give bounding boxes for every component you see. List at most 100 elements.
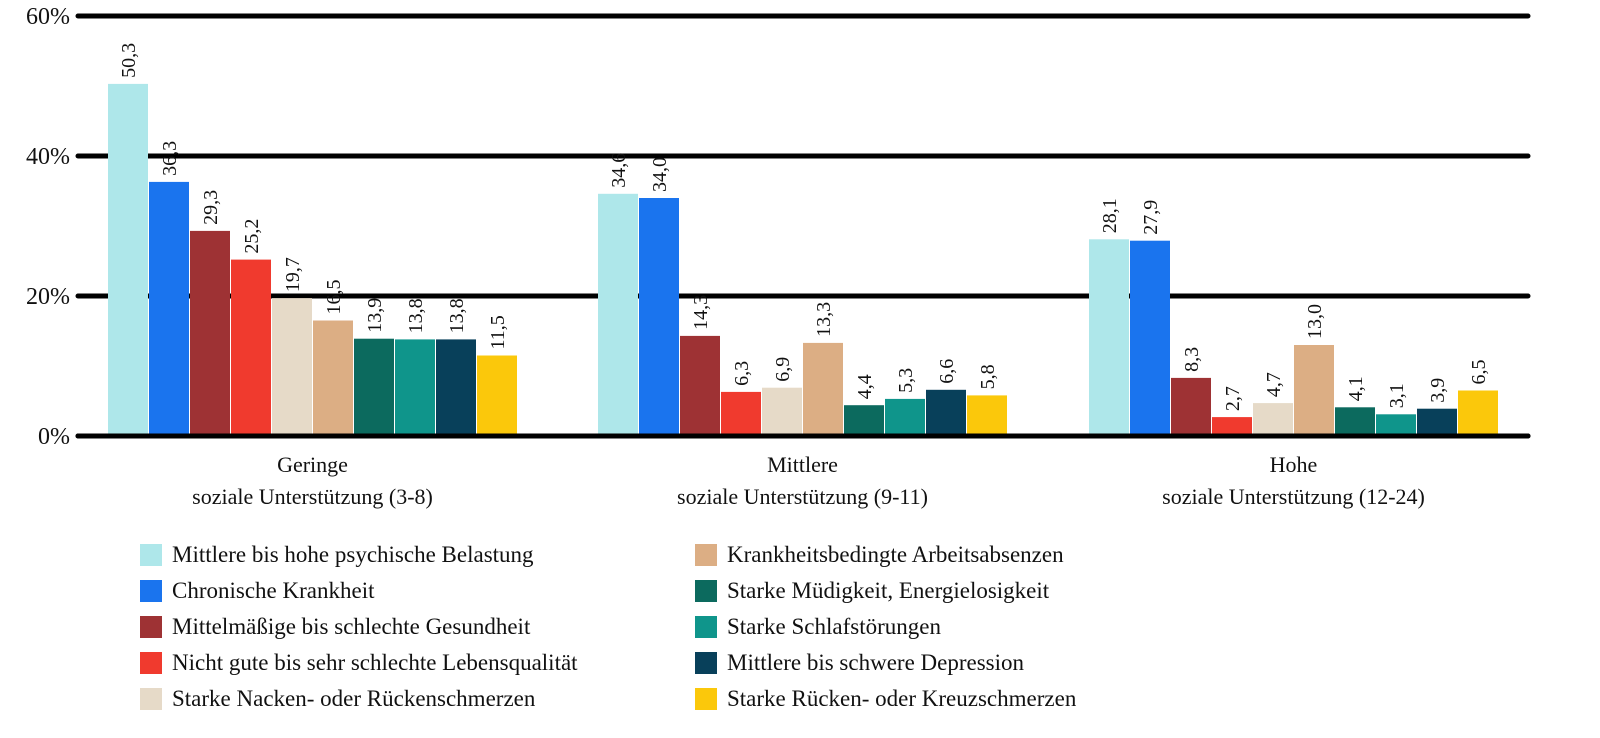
y-tick-label: 0% bbox=[38, 424, 70, 450]
legend-item: Starke Müdigkeit, Energielosigkeit bbox=[695, 573, 1215, 609]
bar bbox=[477, 355, 517, 436]
bar bbox=[108, 83, 148, 437]
bar bbox=[1212, 417, 1252, 436]
legend-swatch bbox=[140, 652, 162, 674]
bar bbox=[190, 230, 230, 436]
data-label: 8,3 bbox=[1181, 347, 1203, 372]
bar bbox=[313, 320, 353, 436]
bar bbox=[639, 198, 679, 436]
data-label: 28,1 bbox=[1099, 198, 1121, 233]
bar bbox=[967, 395, 1007, 436]
data-label: 6,3 bbox=[731, 361, 753, 386]
legend-item: Starke Rücken- oder Kreuzschmerzen bbox=[695, 681, 1215, 717]
category-group: 50,3 36,3 29,3 25,2 19,7 16,5 13,9 13,8 13,8 11,5 bbox=[108, 43, 517, 437]
legend-label: Starke Müdigkeit, Energielosigkeit bbox=[727, 578, 1050, 603]
legend-label: Mittlere bis hohe psychische Belastung bbox=[172, 542, 534, 567]
legend-item: Krankheitsbedingte Arbeitsabsenzen bbox=[695, 537, 1215, 573]
data-label: 6,9 bbox=[772, 357, 794, 382]
legend-label: Starke Nacken- oder Rückenschmerzen bbox=[172, 686, 536, 711]
bar-chart: 0% 20% 40% 60% 50,3 36,3 29,3 25,2 19,7 16,5 13,9 1… bbox=[26, 4, 1531, 509]
x-axis-baseline bbox=[75, 433, 1531, 440]
bar bbox=[1458, 390, 1498, 436]
gridline bbox=[75, 152, 1531, 159]
bar bbox=[436, 339, 476, 436]
bar bbox=[395, 339, 435, 436]
data-label: 34,0 bbox=[649, 157, 671, 192]
y-tick-label: 20% bbox=[26, 284, 70, 310]
bar bbox=[1335, 407, 1375, 436]
legend-item: Starke Nacken- oder Rückenschmerzen bbox=[140, 681, 695, 717]
legend-swatch bbox=[695, 580, 717, 602]
category-group: 28,1 27,9 8,3 2,7 4,7 13,0 4,1 3,1 3,9 6,5 bbox=[1089, 198, 1498, 436]
category-label: Hohe bbox=[1270, 452, 1318, 477]
legend-swatch bbox=[140, 688, 162, 710]
legend-label: Nicht gute bis sehr schlechte Lebensqual… bbox=[172, 650, 578, 675]
data-label: 13,3 bbox=[813, 302, 835, 337]
data-label: 3,1 bbox=[1386, 383, 1408, 408]
category-group: 34,6 34,0 14,3 6,3 6,9 13,3 4,4 5,3 6,6 5,8 bbox=[598, 153, 1007, 436]
data-label: 3,9 bbox=[1427, 378, 1449, 403]
data-label: 13,8 bbox=[405, 298, 427, 333]
gridline bbox=[75, 13, 1531, 20]
bar bbox=[598, 193, 638, 436]
legend-label: Starke Schlafstörungen bbox=[727, 614, 941, 639]
data-label: 13,9 bbox=[364, 298, 386, 333]
data-label: 13,0 bbox=[1304, 304, 1326, 339]
data-label: 27,9 bbox=[1140, 200, 1162, 235]
data-label: 4,4 bbox=[854, 374, 876, 399]
legend-swatch bbox=[140, 616, 162, 638]
data-label: 2,7 bbox=[1222, 386, 1244, 411]
legend: Mittlere bis hohe psychische Belastung Ch… bbox=[140, 537, 1240, 717]
legend-swatch bbox=[140, 544, 162, 566]
category-label: Mittlere bbox=[767, 452, 838, 477]
data-label: 4,7 bbox=[1263, 372, 1285, 397]
bar bbox=[149, 181, 189, 436]
bar bbox=[1294, 345, 1334, 436]
data-label: 5,3 bbox=[895, 368, 917, 393]
legend-label: Starke Rücken- oder Kreuzschmerzen bbox=[727, 686, 1077, 711]
bar bbox=[1130, 240, 1170, 436]
legend-item: Mittlere bis hohe psychische Belastung bbox=[140, 537, 695, 573]
category-label: soziale Unterstützung (9-11) bbox=[677, 484, 928, 509]
legend-swatch bbox=[695, 616, 717, 638]
data-label: 25,2 bbox=[241, 219, 263, 254]
bar bbox=[721, 391, 761, 436]
category-label: soziale Unterstützung (12-24) bbox=[1162, 484, 1425, 509]
bar bbox=[844, 405, 884, 436]
legend-item: Starke Schlafstörungen bbox=[695, 609, 1215, 645]
legend-label: Mittelmäßige bis schlechte Gesundheit bbox=[172, 614, 531, 639]
category-label: Geringe bbox=[277, 452, 348, 477]
data-label: 36,3 bbox=[159, 141, 181, 176]
gridline bbox=[75, 293, 1531, 300]
bar bbox=[680, 335, 720, 436]
data-label: 19,7 bbox=[282, 257, 304, 292]
data-label: 34,6 bbox=[608, 153, 630, 188]
data-label: 16,5 bbox=[323, 280, 345, 315]
bar bbox=[354, 338, 394, 436]
data-label: 13,8 bbox=[446, 298, 468, 333]
data-label: 14,3 bbox=[690, 295, 712, 330]
y-tick-label: 60% bbox=[26, 4, 70, 30]
legend-item: Mittelmäßige bis schlechte Gesundheit bbox=[140, 609, 695, 645]
bar bbox=[1376, 414, 1416, 436]
legend-swatch bbox=[695, 652, 717, 674]
bar bbox=[272, 298, 312, 436]
bar bbox=[885, 398, 925, 436]
legend-label: Mittlere bis schwere Depression bbox=[727, 650, 1025, 675]
data-label: 5,8 bbox=[977, 364, 999, 389]
bar bbox=[803, 342, 843, 436]
legend-swatch bbox=[695, 544, 717, 566]
legend-swatch bbox=[140, 580, 162, 602]
legend-item: Chronische Krankheit bbox=[140, 573, 695, 609]
bar bbox=[231, 259, 271, 436]
data-label: 29,3 bbox=[200, 190, 222, 225]
data-label: 50,3 bbox=[118, 43, 140, 78]
data-label: 6,5 bbox=[1468, 360, 1490, 385]
bar bbox=[1089, 239, 1129, 436]
legend-item: Nicht gute bis sehr schlechte Lebensqual… bbox=[140, 645, 695, 681]
category-label: soziale Unterstützung (3-8) bbox=[192, 484, 433, 509]
y-tick-label: 40% bbox=[26, 144, 70, 170]
legend-label: Krankheitsbedingte Arbeitsabsenzen bbox=[727, 542, 1064, 567]
bar bbox=[1417, 408, 1457, 436]
bar bbox=[1171, 377, 1211, 436]
